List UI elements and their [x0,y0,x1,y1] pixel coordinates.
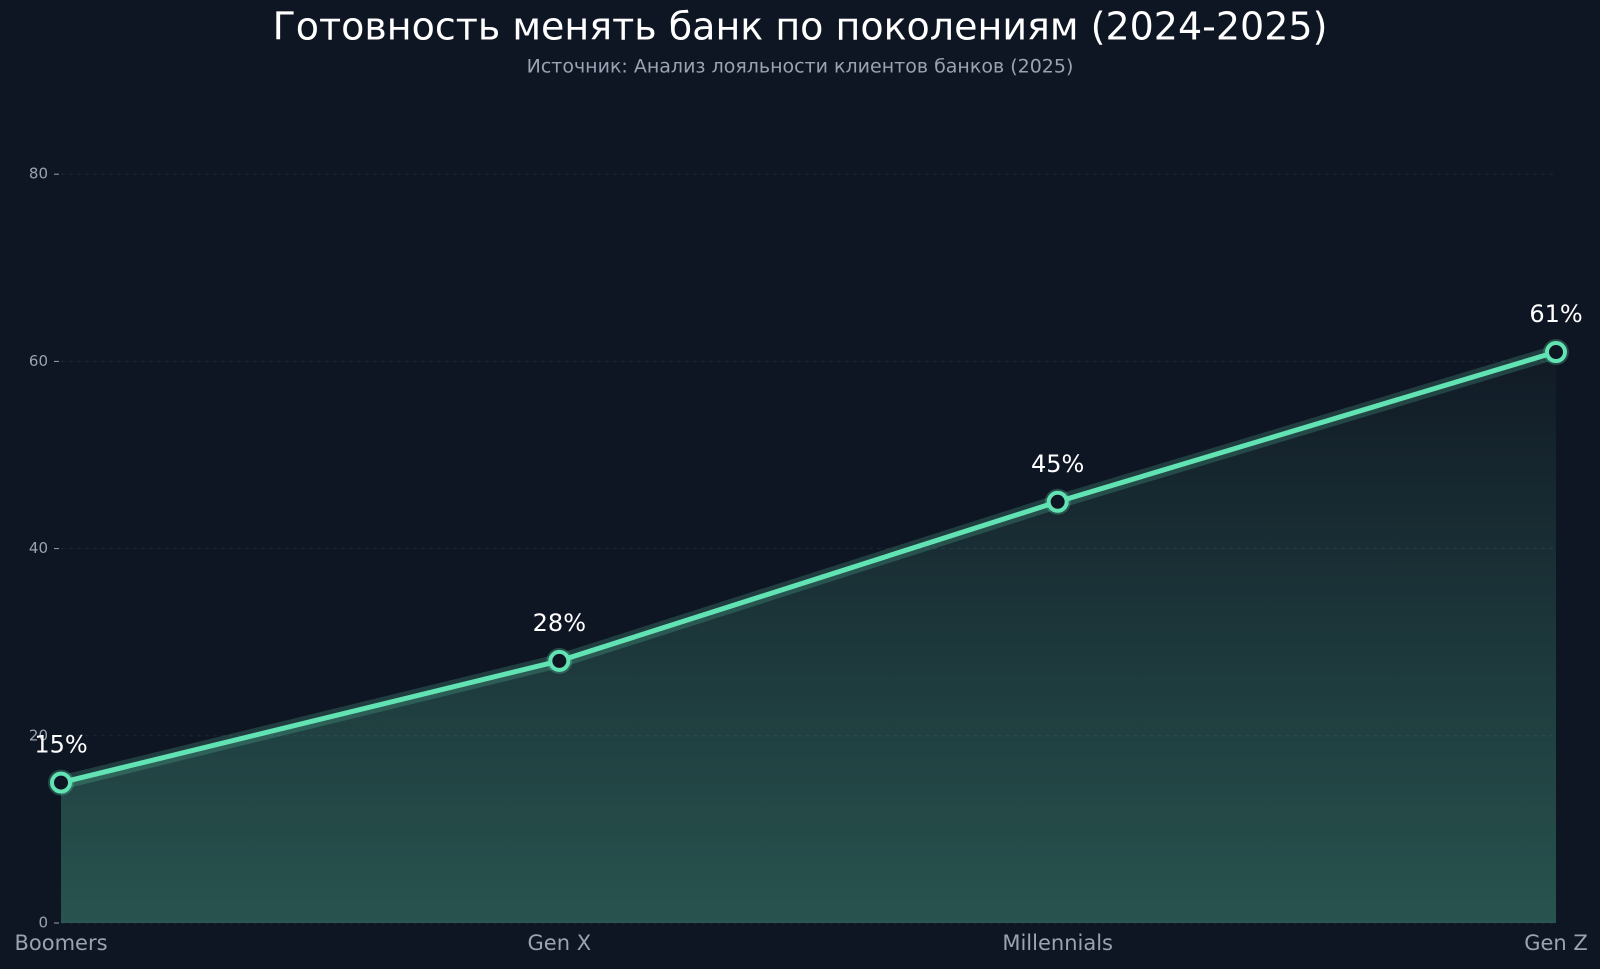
y-tick-label: 0 [38,914,48,932]
data-label: 61% [1529,300,1582,328]
data-label: 15% [34,731,87,759]
y-tick-label: 80 [29,165,48,183]
data-label: 45% [1031,450,1084,478]
chart-title: Готовность менять банк по поколениям (20… [273,5,1328,49]
data-label: 28% [533,609,586,637]
line [60,349,1557,786]
x-tick-label: Boomers [14,931,107,955]
x-tick-label: Gen X [528,931,592,955]
y-tick-label: 60 [29,352,48,370]
chart-subtitle: Источник: Анализ лояльности клиентов бан… [527,56,1074,78]
y-tick-label: 40 [29,539,48,557]
area [61,352,1556,923]
marker [50,771,72,794]
x-tick-label: Millennials [1002,931,1113,955]
y-tick-label: 20 [29,726,48,744]
x-tick-label: Gen Z [1524,931,1588,955]
marker [1545,341,1567,364]
marker [1046,490,1069,513]
marker [548,649,571,672]
